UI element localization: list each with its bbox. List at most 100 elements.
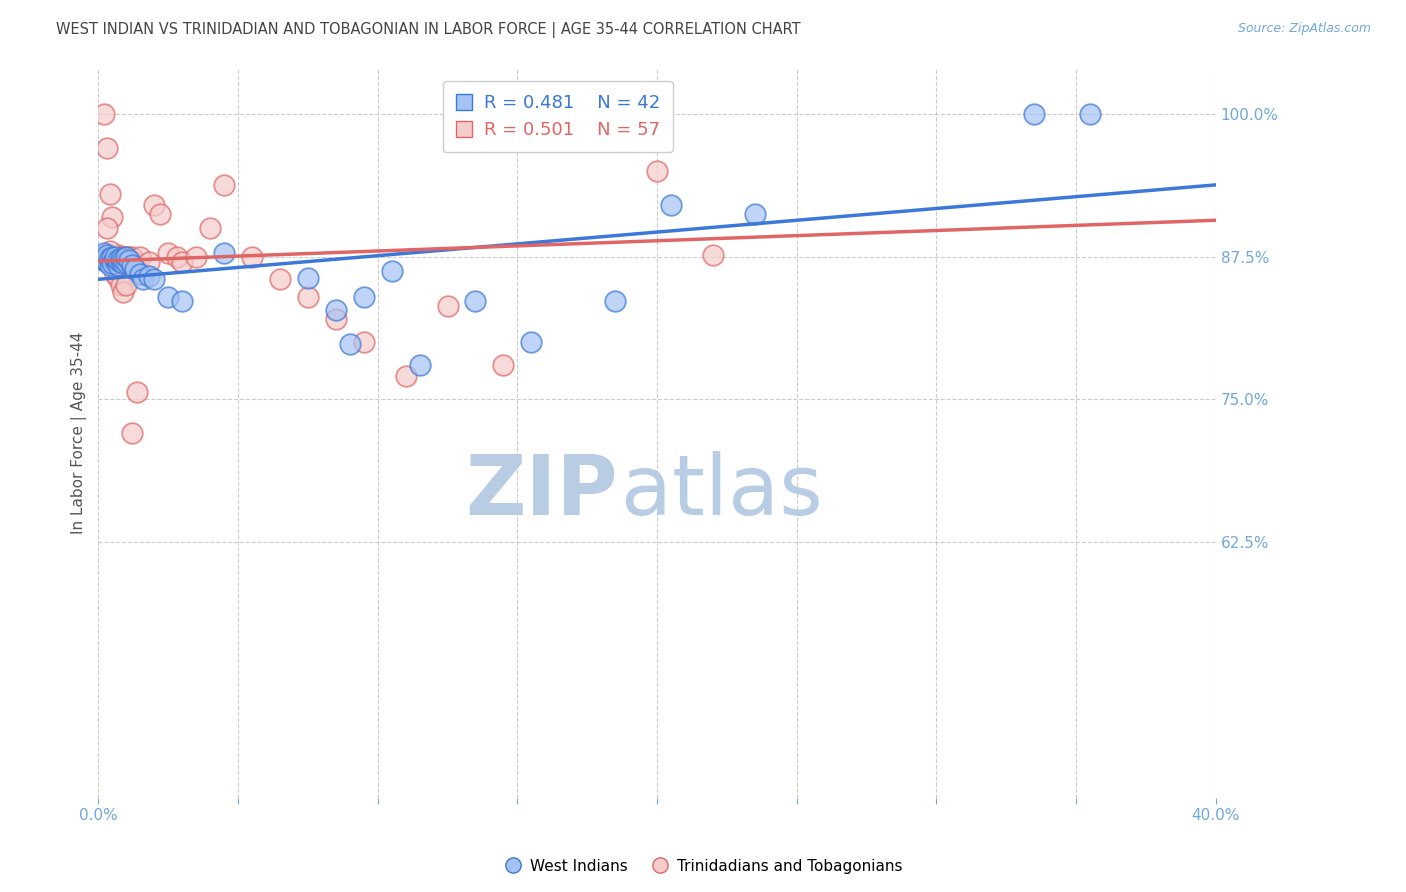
Point xyxy=(394,369,416,384)
Point xyxy=(96,255,118,269)
Point xyxy=(121,250,143,264)
Point xyxy=(101,256,124,270)
Point xyxy=(118,250,141,264)
Point xyxy=(138,268,160,283)
Point xyxy=(101,255,124,269)
Point xyxy=(744,207,766,221)
Point xyxy=(112,253,135,268)
Point xyxy=(540,107,562,121)
Point xyxy=(127,385,149,400)
Point xyxy=(157,289,180,303)
Point xyxy=(172,255,194,269)
Point xyxy=(464,294,486,309)
Point xyxy=(96,250,118,264)
Point xyxy=(101,210,124,224)
Point xyxy=(297,289,319,303)
Point xyxy=(112,256,135,270)
Point xyxy=(124,262,146,277)
Point xyxy=(603,294,626,309)
Point xyxy=(107,258,129,272)
Point xyxy=(107,255,129,269)
Point xyxy=(436,299,458,313)
Point xyxy=(107,253,129,268)
Point xyxy=(104,253,127,268)
Text: ZIP: ZIP xyxy=(465,451,617,533)
Point xyxy=(110,255,132,269)
Point xyxy=(96,221,118,235)
Point xyxy=(212,178,235,192)
Point xyxy=(98,251,121,265)
Point xyxy=(98,186,121,201)
Point xyxy=(408,358,430,372)
Point xyxy=(157,246,180,260)
Point xyxy=(212,246,235,260)
Y-axis label: In Labor Force | Age 35-44: In Labor Force | Age 35-44 xyxy=(72,332,87,534)
Point xyxy=(107,248,129,262)
Point xyxy=(90,250,112,264)
Point xyxy=(198,221,221,235)
Point xyxy=(172,294,194,309)
Point xyxy=(118,253,141,268)
Point xyxy=(115,278,138,293)
Point xyxy=(132,267,155,281)
Point xyxy=(90,250,112,264)
Point xyxy=(104,250,127,264)
Point xyxy=(104,267,127,281)
Point xyxy=(115,255,138,269)
Point xyxy=(112,285,135,299)
Point xyxy=(520,335,543,350)
Point xyxy=(325,312,347,326)
Point xyxy=(269,272,291,286)
Point xyxy=(121,258,143,272)
Point xyxy=(98,248,121,262)
Point xyxy=(353,289,375,303)
Point xyxy=(101,250,124,264)
Point xyxy=(93,246,115,260)
Point xyxy=(112,250,135,264)
Point xyxy=(112,252,135,266)
Text: atlas: atlas xyxy=(621,451,823,533)
Point xyxy=(118,253,141,268)
Point xyxy=(1022,107,1045,121)
Point xyxy=(149,207,172,221)
Point xyxy=(143,198,166,212)
Point xyxy=(98,244,121,258)
Point xyxy=(93,253,115,268)
Point xyxy=(138,255,160,269)
Point xyxy=(166,250,188,264)
Point xyxy=(115,250,138,264)
Point xyxy=(1078,107,1101,121)
Point xyxy=(325,303,347,318)
Point xyxy=(297,271,319,285)
Point xyxy=(110,258,132,272)
Point xyxy=(492,358,515,372)
Point xyxy=(132,272,155,286)
Point xyxy=(93,253,115,268)
Point xyxy=(104,253,127,268)
Point xyxy=(93,107,115,121)
Point xyxy=(96,141,118,155)
Point xyxy=(591,107,613,121)
Point xyxy=(110,251,132,265)
Point xyxy=(115,250,138,264)
Point xyxy=(702,248,724,262)
Point xyxy=(129,250,152,264)
Point xyxy=(381,264,404,278)
Point xyxy=(101,250,124,264)
Point xyxy=(104,250,127,264)
Point xyxy=(240,250,263,264)
Point xyxy=(107,271,129,285)
Point xyxy=(143,272,166,286)
Legend: West Indians, Trinidadians and Tobagonians: West Indians, Trinidadians and Tobagonia… xyxy=(498,853,908,880)
Point xyxy=(110,278,132,293)
Point xyxy=(96,248,118,262)
Point xyxy=(121,426,143,441)
Point xyxy=(659,198,682,212)
Point xyxy=(645,164,668,178)
Point xyxy=(98,258,121,272)
Point xyxy=(339,337,361,351)
Text: WEST INDIAN VS TRINIDADIAN AND TOBAGONIAN IN LABOR FORCE | AGE 35-44 CORRELATION: WEST INDIAN VS TRINIDADIAN AND TOBAGONIA… xyxy=(56,22,801,38)
Point xyxy=(129,267,152,281)
Point xyxy=(127,258,149,272)
Point xyxy=(110,250,132,264)
